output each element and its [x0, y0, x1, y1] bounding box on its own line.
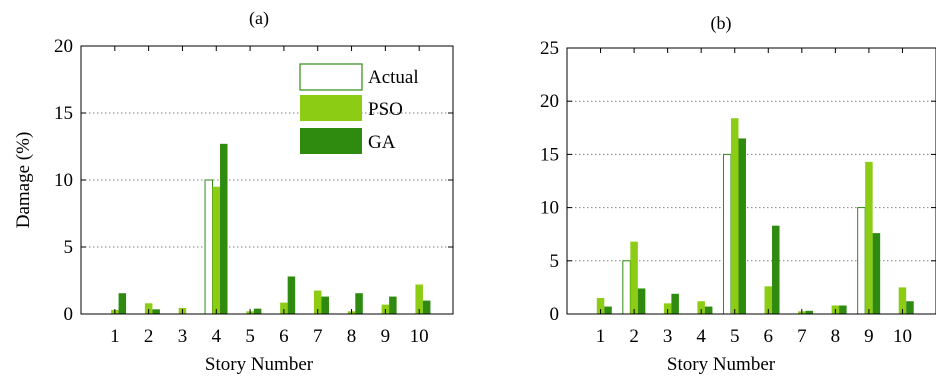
x-axis-label-a: Story Number [205, 354, 314, 375]
legend-label-ga: GA [368, 132, 396, 153]
legend-label-pso: PSO [368, 99, 403, 120]
bar-b-ga-2 [637, 288, 646, 314]
x-tick-label-a-5: 5 [245, 326, 255, 347]
bar-b-actual-9 [857, 207, 866, 315]
bar-b-ga-4 [704, 306, 713, 314]
x-tick-label-a-1: 1 [110, 326, 120, 347]
y-tick-label-a-0: 0 [64, 304, 74, 325]
grid-lines-a [81, 112, 453, 248]
bar-a-pso-2 [144, 303, 153, 314]
chart-panel-a: (a) 0 5 10 15 20 1 2 3 4 5 6 7 8 9 10 Story Number Da… [13, 8, 454, 375]
bar-a-pso-6 [280, 302, 288, 314]
x-tick-label-b-9: 9 [864, 326, 874, 347]
bar-b-pso-6 [764, 286, 773, 314]
y-tick-label-b-5: 25 [540, 38, 559, 59]
x-tick-label-a-3: 3 [178, 326, 188, 347]
ticks-b [567, 47, 936, 315]
bar-a-ga-2 [152, 309, 160, 314]
bar-b-pso-9 [865, 161, 873, 314]
legend-swatch-actual [299, 63, 363, 91]
y-tick-label-b-0: 0 [550, 304, 560, 325]
y-tick-labels-b: 0 5 10 15 20 25 [540, 38, 559, 325]
x-tick-label-a-9: 9 [381, 326, 391, 347]
bar-b-pso-1 [596, 298, 605, 314]
y-tick-label-a-3: 15 [54, 103, 73, 124]
x-tick-label-a-10: 10 [410, 326, 429, 347]
bar-a-pso-7 [313, 290, 322, 314]
y-tick-label-a-4: 20 [54, 36, 73, 57]
y-tick-label-a-1: 5 [64, 237, 74, 258]
bar-b-ga-9 [872, 233, 881, 314]
legend-label-actual: Actual [368, 67, 419, 88]
y-tick-label-b-4: 20 [540, 91, 559, 112]
bar-b-ga-10 [906, 301, 914, 314]
x-tick-label-a-6: 6 [279, 326, 289, 347]
bars-b [596, 118, 914, 315]
bar-a-actual-4 [204, 179, 214, 315]
y-tick-label-b-3: 15 [540, 144, 559, 165]
bar-a-ga-9 [389, 296, 397, 314]
x-tick-label-b-4: 4 [696, 326, 706, 347]
x-tick-label-a-7: 7 [313, 326, 323, 347]
legend: Actual PSO GA [299, 63, 419, 154]
bar-b-ga-1 [604, 306, 612, 314]
x-tick-label-b-5: 5 [730, 326, 740, 347]
bars-a [111, 143, 431, 315]
x-tick-label-b-10: 10 [893, 326, 912, 347]
grid-lines-b [567, 100, 936, 262]
y-tick-label-b-1: 5 [550, 251, 560, 272]
bar-b-pso-5 [730, 118, 739, 314]
bar-b-pso-10 [898, 287, 907, 314]
x-tick-label-b-8: 8 [831, 326, 841, 347]
bar-b-ga-7 [805, 310, 814, 314]
bar-b-pso-2 [630, 241, 638, 314]
bar-b-actual-5 [722, 153, 732, 315]
y-axis-label-a: Damage (%) [13, 132, 34, 229]
ticks-a [81, 45, 453, 315]
bar-b-ga-3 [671, 293, 679, 314]
x-tick-labels-a: 1 2 3 4 5 6 7 8 9 10 [110, 326, 429, 347]
x-tick-label-a-8: 8 [347, 326, 357, 347]
chart-panel-b: (b) 0 5 10 15 20 25 1 2 3 4 5 6 7 8 9 10 Story Number [540, 13, 936, 375]
bar-a-ga-4 [220, 143, 228, 314]
bar-a-ga-8 [355, 293, 363, 314]
x-tick-label-b-2: 2 [629, 326, 639, 347]
plot-frame-b [566, 47, 936, 315]
bar-a-ga-6 [287, 276, 296, 314]
bar-a-ga-7 [321, 296, 329, 314]
x-tick-label-a-4: 4 [212, 326, 222, 347]
bar-a-ga-10 [422, 300, 431, 314]
bar-b-pso-3 [663, 303, 672, 314]
bar-a-pso-4 [212, 186, 221, 314]
bar-a-ga-1 [118, 293, 127, 314]
y-tick-labels-a: 0 5 10 15 20 [54, 36, 73, 325]
legend-swatch-ga [300, 128, 362, 154]
x-axis-label-b: Story Number [667, 354, 776, 375]
bar-a-ga-5 [253, 308, 262, 314]
x-tick-label-b-6: 6 [764, 326, 774, 347]
x-tick-label-b-3: 3 [663, 326, 673, 347]
bar-b-actual-2 [622, 260, 631, 315]
y-tick-label-b-2: 10 [540, 198, 559, 219]
x-tick-label-a-2: 2 [144, 326, 154, 347]
chart-title-a: (a) [249, 8, 269, 29]
y-tick-label-a-2: 10 [54, 170, 73, 191]
bar-b-ga-6 [772, 225, 780, 314]
chart-title-b: (b) [711, 13, 732, 34]
bar-b-ga-8 [839, 305, 847, 314]
x-tick-label-b-1: 1 [596, 326, 606, 347]
legend-swatch-pso [300, 95, 362, 121]
bar-a-pso-10 [415, 284, 423, 314]
bar-b-ga-5 [738, 138, 746, 314]
x-tick-labels-b: 1 2 3 4 5 6 7 8 9 10 [596, 326, 912, 347]
x-tick-label-b-7: 7 [797, 326, 807, 347]
bar-b-pso-4 [697, 301, 705, 314]
